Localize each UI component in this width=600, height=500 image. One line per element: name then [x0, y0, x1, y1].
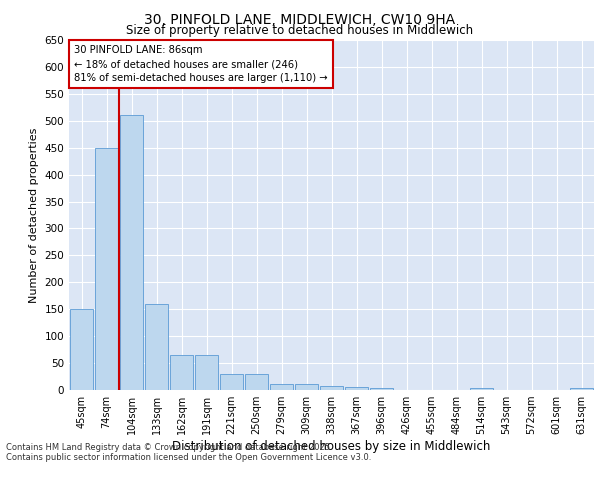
Bar [320, 386, 343, 390]
Bar [370, 388, 393, 390]
Bar [270, 384, 293, 390]
Text: Contains HM Land Registry data © Crown copyright and database right 2025.: Contains HM Land Registry data © Crown c… [6, 442, 332, 452]
X-axis label: Distribution of detached houses by size in Middlewich: Distribution of detached houses by size … [172, 440, 491, 453]
Bar [95, 148, 118, 390]
Bar [145, 304, 168, 390]
Text: 30 PINFOLD LANE: 86sqm
← 18% of detached houses are smaller (246)
81% of semi-de: 30 PINFOLD LANE: 86sqm ← 18% of detached… [74, 46, 328, 84]
Bar [170, 355, 193, 390]
Bar [195, 355, 218, 390]
Bar [295, 384, 318, 390]
Bar [470, 388, 493, 390]
Y-axis label: Number of detached properties: Number of detached properties [29, 128, 39, 302]
Bar [345, 388, 368, 390]
Bar [220, 374, 243, 390]
Text: Contains public sector information licensed under the Open Government Licence v3: Contains public sector information licen… [6, 452, 371, 462]
Bar [120, 116, 143, 390]
Bar [70, 309, 93, 390]
Text: Size of property relative to detached houses in Middlewich: Size of property relative to detached ho… [127, 24, 473, 37]
Bar [570, 388, 593, 390]
Bar [245, 374, 268, 390]
Text: 30, PINFOLD LANE, MIDDLEWICH, CW10 9HA: 30, PINFOLD LANE, MIDDLEWICH, CW10 9HA [145, 12, 455, 26]
